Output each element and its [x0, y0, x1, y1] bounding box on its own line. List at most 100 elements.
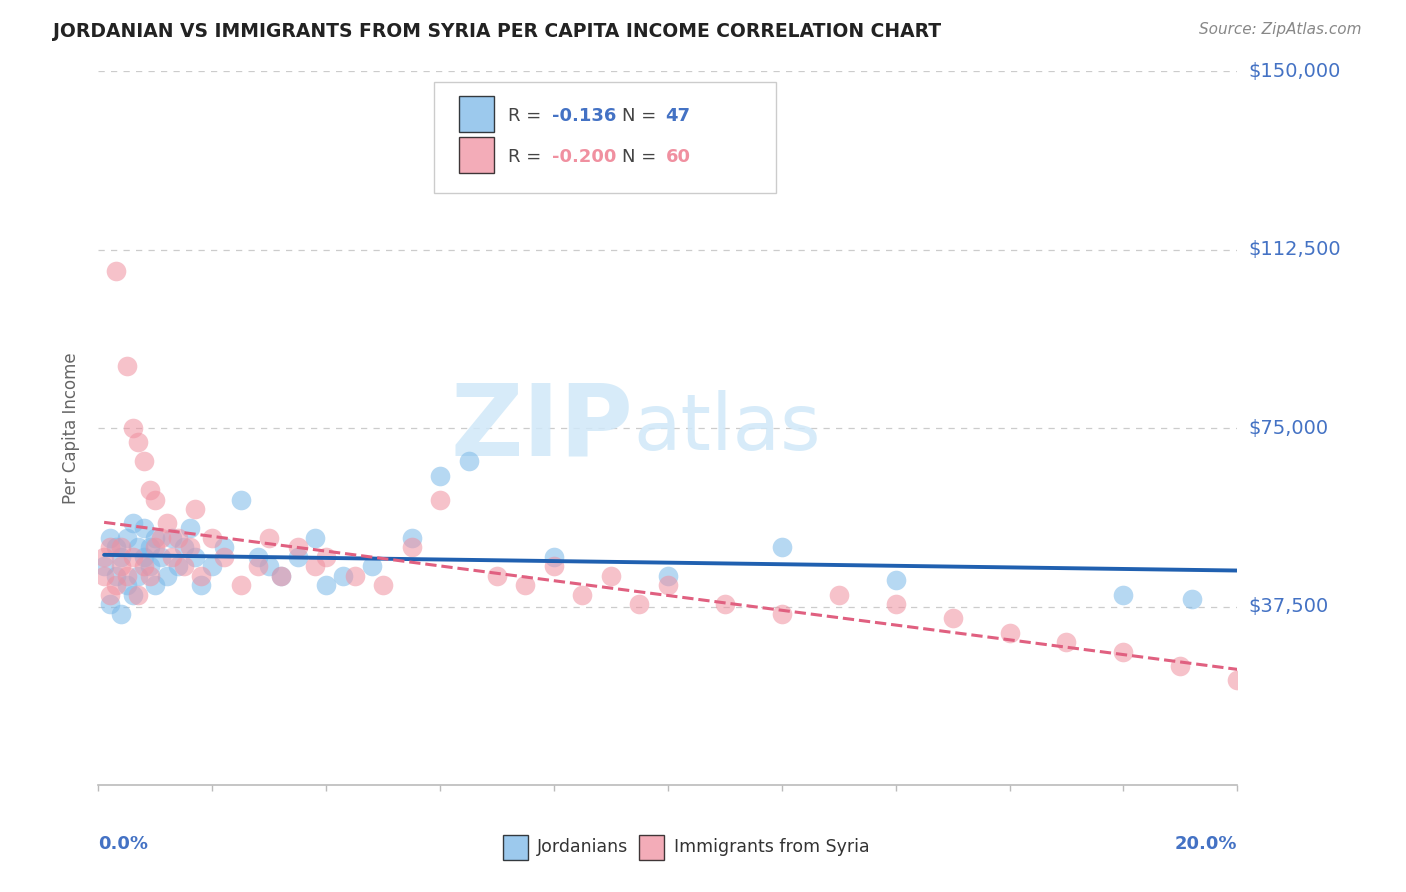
Point — [657, 578, 679, 592]
Point — [150, 549, 173, 564]
Point — [515, 578, 537, 592]
Point — [93, 559, 115, 574]
Point — [304, 559, 326, 574]
Point — [138, 483, 160, 497]
Point — [121, 549, 143, 564]
Point — [360, 559, 382, 574]
Point — [401, 540, 423, 554]
Point — [770, 607, 793, 621]
Point — [657, 568, 679, 582]
Text: 20.0%: 20.0% — [1175, 835, 1237, 853]
Text: -0.136: -0.136 — [551, 107, 616, 125]
FancyBboxPatch shape — [460, 137, 494, 173]
Point — [287, 540, 309, 554]
FancyBboxPatch shape — [640, 835, 665, 860]
Point — [150, 531, 173, 545]
Text: N =: N = — [623, 107, 662, 125]
Point — [138, 540, 160, 554]
Point — [127, 588, 149, 602]
Point — [259, 559, 281, 574]
Point — [121, 421, 143, 435]
Point — [145, 540, 167, 554]
Point — [1181, 592, 1204, 607]
Point — [132, 454, 155, 468]
Point — [315, 578, 337, 592]
Point — [270, 568, 292, 582]
Point — [127, 568, 149, 582]
Point — [184, 502, 207, 516]
Point — [1112, 588, 1135, 602]
Text: 47: 47 — [665, 107, 690, 125]
Point — [104, 540, 127, 554]
Point — [104, 568, 127, 582]
Point — [600, 568, 623, 582]
Point — [429, 492, 451, 507]
Point — [110, 559, 132, 574]
Point — [246, 559, 269, 574]
Point — [270, 568, 292, 582]
Text: JORDANIAN VS IMMIGRANTS FROM SYRIA PER CAPITA INCOME CORRELATION CHART: JORDANIAN VS IMMIGRANTS FROM SYRIA PER C… — [53, 22, 942, 41]
Point — [828, 588, 851, 602]
Point — [184, 549, 207, 564]
Point — [145, 492, 167, 507]
Point — [212, 549, 235, 564]
FancyBboxPatch shape — [434, 82, 776, 193]
Point — [770, 540, 793, 554]
Point — [259, 531, 281, 545]
Point — [138, 568, 160, 582]
Point — [115, 531, 138, 545]
Text: N =: N = — [623, 148, 662, 166]
Text: $150,000: $150,000 — [1249, 62, 1341, 81]
Point — [1056, 635, 1078, 649]
Point — [110, 549, 132, 564]
Point — [93, 568, 115, 582]
FancyBboxPatch shape — [460, 96, 494, 132]
Point — [132, 521, 155, 535]
FancyBboxPatch shape — [503, 835, 527, 860]
Point — [201, 559, 224, 574]
Point — [156, 516, 179, 531]
Point — [201, 531, 224, 545]
Text: R =: R = — [509, 107, 547, 125]
Text: $37,500: $37,500 — [1249, 597, 1329, 616]
Point — [127, 540, 149, 554]
Point — [173, 540, 195, 554]
Point — [132, 559, 155, 574]
Text: Immigrants from Syria: Immigrants from Syria — [673, 838, 869, 856]
Point — [115, 568, 138, 582]
Point — [1112, 645, 1135, 659]
Point — [179, 521, 201, 535]
Point — [162, 549, 184, 564]
Point — [1226, 673, 1249, 688]
Point — [190, 568, 212, 582]
Point — [373, 578, 395, 592]
Point — [429, 468, 451, 483]
Point — [98, 588, 121, 602]
Point — [543, 559, 565, 574]
Text: R =: R = — [509, 148, 547, 166]
Text: -0.200: -0.200 — [551, 148, 616, 166]
Point — [1284, 682, 1306, 697]
Point — [104, 264, 127, 278]
Point — [884, 574, 907, 588]
Point — [145, 531, 167, 545]
Point — [132, 549, 155, 564]
Point — [998, 625, 1021, 640]
Point — [156, 568, 179, 582]
Point — [145, 578, 167, 592]
Point — [167, 559, 190, 574]
Point — [1340, 692, 1362, 706]
Point — [942, 611, 965, 625]
Point — [121, 516, 143, 531]
Point — [457, 454, 479, 468]
Point — [1170, 659, 1192, 673]
Point — [110, 607, 132, 621]
Point — [212, 540, 235, 554]
Text: 60: 60 — [665, 148, 690, 166]
Point — [315, 549, 337, 564]
Point — [343, 568, 366, 582]
Text: Jordanians: Jordanians — [537, 838, 628, 856]
Point — [98, 540, 121, 554]
Point — [628, 597, 651, 611]
Point — [571, 588, 593, 602]
